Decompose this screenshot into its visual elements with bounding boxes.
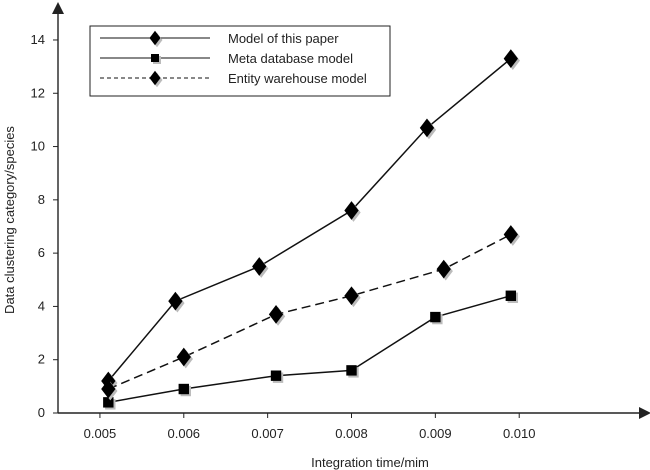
legend: Model of this paper Meta database model En… — [89, 25, 391, 97]
x-axis-label: Integration time/mim — [311, 455, 429, 470]
x-tick-label: 0.005 — [84, 426, 117, 441]
series-layer — [101, 49, 520, 410]
series-3 — [101, 225, 520, 401]
y-axis-ticks: 0 2 4 6 8 10 12 14 — [31, 32, 58, 420]
legend-marker — [149, 70, 161, 86]
data-point — [346, 365, 357, 376]
x-tick-label: 0.007 — [251, 426, 284, 441]
series-line — [107, 58, 512, 382]
data-point — [419, 118, 435, 138]
data-point — [503, 225, 518, 244]
data-point — [436, 259, 451, 279]
legend-label: Meta database model — [228, 51, 353, 66]
legend-marker — [151, 54, 159, 62]
data-point — [178, 383, 189, 395]
series-1 — [101, 49, 520, 393]
data-point — [344, 201, 359, 220]
y-tick-label: 8 — [38, 192, 45, 207]
data-point — [101, 379, 116, 399]
x-tick-label: 0.009 — [419, 426, 452, 441]
x-tick-label: 0.010 — [503, 426, 536, 441]
data-point — [268, 305, 284, 324]
y-tick-label: 6 — [38, 245, 45, 260]
data-point — [344, 286, 359, 306]
legend-marker — [149, 30, 161, 46]
data-point — [505, 290, 517, 301]
x-tick-label: 0.006 — [168, 426, 201, 441]
legend-label: Entity warehouse model — [228, 71, 367, 86]
legend-box — [89, 25, 391, 97]
y-tick-label: 12 — [31, 85, 45, 100]
y-tick-label: 0 — [38, 405, 45, 420]
y-tick-label: 4 — [38, 298, 45, 313]
data-point — [503, 49, 518, 68]
x-tick-label: 0.008 — [335, 426, 368, 441]
data-point — [252, 257, 267, 276]
data-point — [176, 347, 191, 367]
y-tick-label: 14 — [31, 32, 45, 47]
series-line — [108, 295, 512, 404]
data-point — [168, 291, 183, 311]
x-axis-ticks: 0.005 0.006 0.007 0.008 0.009 0.010 — [84, 413, 536, 441]
series-line — [108, 233, 512, 390]
y-axis-label: Data clustering category/species — [2, 126, 17, 314]
y-tick-label: 10 — [31, 139, 45, 154]
data-point — [103, 397, 114, 408]
series-2 — [103, 290, 519, 410]
legend-label: Model of this paper — [228, 31, 339, 46]
data-point — [270, 370, 282, 381]
data-point — [430, 311, 441, 323]
y-tick-label: 2 — [38, 352, 45, 367]
